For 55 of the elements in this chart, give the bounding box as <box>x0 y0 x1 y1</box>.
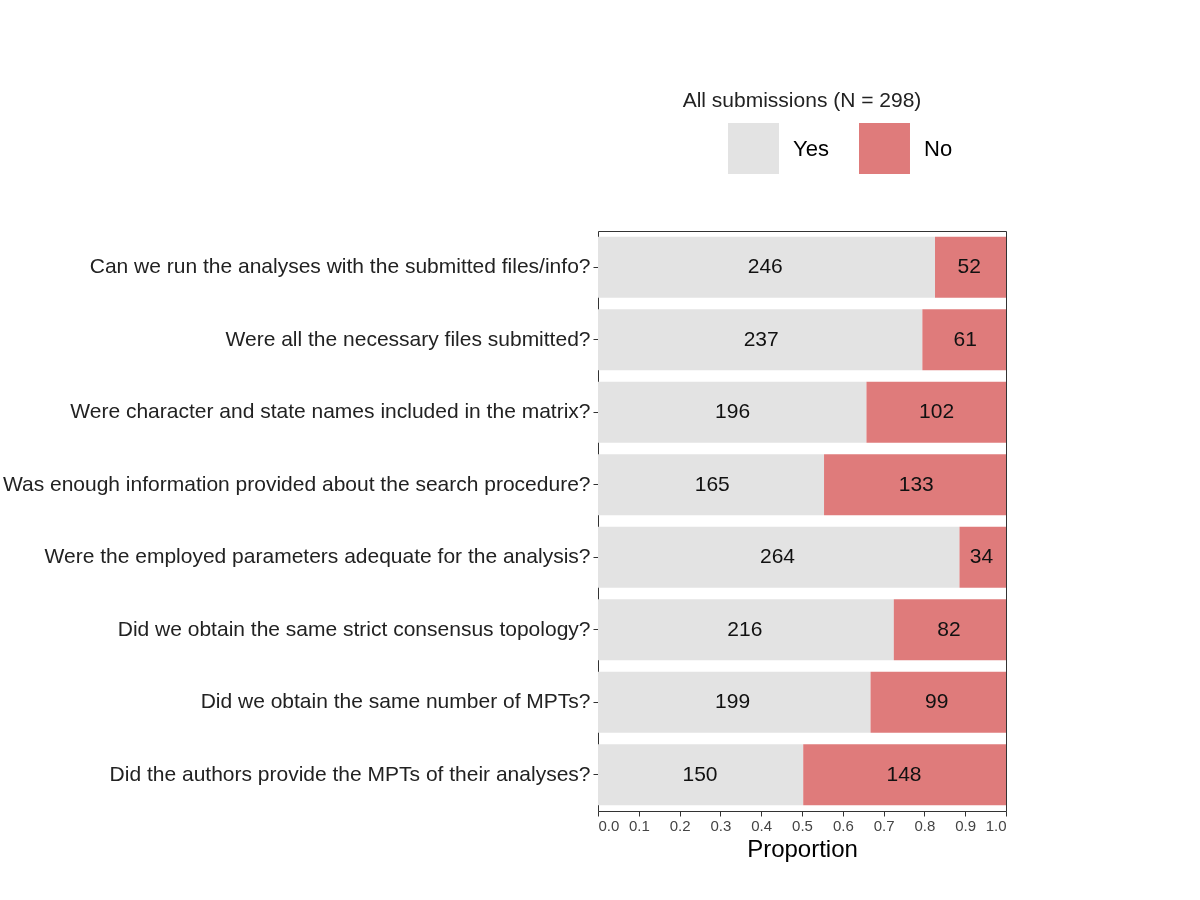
annotation: 34 <box>969 544 994 568</box>
bar <box>935 236 1006 298</box>
annotation: 61 <box>953 326 977 350</box>
y-tick-label: Were all the necessary files submitted? <box>225 326 591 350</box>
x-tick-label: 0.2 <box>669 816 691 834</box>
x-axis-title: Proportion <box>747 834 858 862</box>
annotation: 150 <box>682 761 718 785</box>
x-tick-label: 0.9 <box>955 816 977 834</box>
annotation: 102 <box>919 399 955 423</box>
y-tick-label: Did the authors provide the MPTs of their analyses? <box>109 761 591 785</box>
x-tick-label: 0.1 <box>628 816 650 834</box>
bar <box>598 236 936 298</box>
bar <box>922 309 1006 371</box>
annotation: 165 <box>694 471 730 495</box>
annotation: 99 <box>924 689 949 713</box>
bar <box>598 454 825 516</box>
annotation: 133 <box>898 471 934 495</box>
annotation: 246 <box>747 254 783 278</box>
annotation: 52 <box>957 254 981 278</box>
bar <box>598 671 871 733</box>
y-tick-label: Were the employed parameters adequate for the analysis? <box>44 544 591 568</box>
bar <box>598 599 894 661</box>
annotation: 199 <box>715 689 751 713</box>
bar <box>803 744 1006 806</box>
x-tick-label: 0.3 <box>710 816 732 834</box>
y-tick-label: Was enough information provided about the search procedure? <box>2 471 591 495</box>
y-tick-label: Did we obtain the same number of MPTs? <box>200 689 591 713</box>
x-tick-label: 0.0 <box>598 816 620 834</box>
bar <box>824 454 1006 516</box>
annotation: 237 <box>743 326 779 350</box>
annotation: 196 <box>715 399 751 423</box>
bar <box>598 744 804 806</box>
x-tick-label: 0.7 <box>873 816 895 834</box>
bar <box>870 671 1006 733</box>
bar <box>598 526 960 588</box>
x-tick-label: 0.8 <box>914 816 936 834</box>
y-tick-label: Did we obtain the same strict consensus topology? <box>117 616 591 640</box>
x-tick-label: 1.0 <box>985 816 1007 834</box>
y-tick-label: Were character and state names included in the matrix? <box>70 399 591 423</box>
bar <box>893 599 1006 661</box>
legend-label: Yes <box>793 135 829 161</box>
x-tick-label: 0.5 <box>792 816 813 834</box>
bar <box>598 309 923 371</box>
annotation: 82 <box>937 616 961 640</box>
annotation: 216 <box>727 616 763 640</box>
legend-label: No <box>924 135 953 161</box>
x-tick-label: 0.6 <box>832 816 854 834</box>
bar <box>959 526 1006 588</box>
bar <box>866 381 1006 443</box>
annotation: 148 <box>886 761 922 785</box>
x-tick-label: 0.4 <box>751 816 773 834</box>
chart-title: All submissions (N = 298) <box>682 88 922 111</box>
bar <box>598 381 867 443</box>
annotation: 264 <box>760 544 796 568</box>
y-tick-label: Can we run the analyses with the submitted files/info? <box>89 254 591 278</box>
